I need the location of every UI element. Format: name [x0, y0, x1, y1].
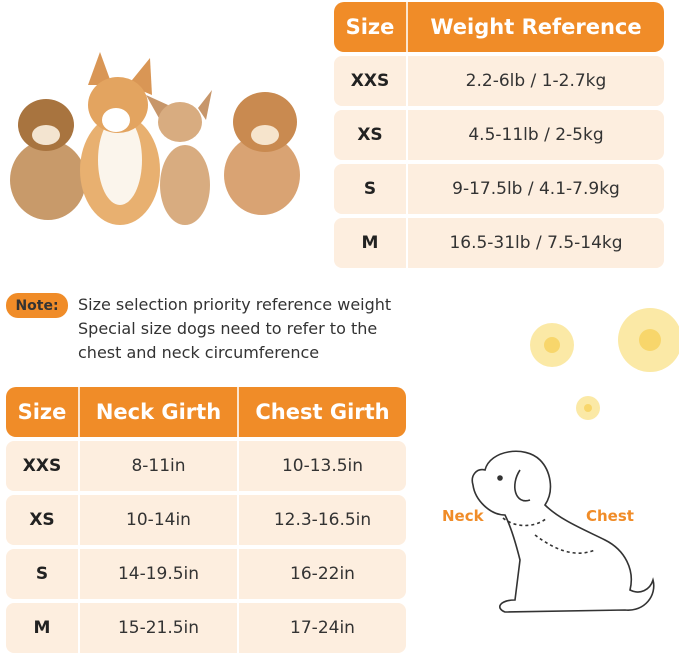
size-cell: XXS [334, 56, 408, 106]
flower-decoration [530, 308, 679, 420]
dog-poodle [224, 92, 300, 215]
size-cell: S [334, 164, 408, 214]
dog-puppy-1 [10, 99, 86, 220]
table-header: Size Neck Girth Chest Girth [6, 387, 406, 437]
header-neck: Neck Girth [80, 387, 239, 437]
note-line: chest and neck circumference [78, 343, 320, 362]
chest-label: Chest [586, 507, 634, 525]
size-cell: XS [6, 495, 80, 545]
table-row: XXS 8-11in 10-13.5in [6, 441, 406, 491]
dog-chihuahua [146, 90, 212, 225]
note-badge: Note: [6, 293, 68, 318]
dogs-photo [10, 52, 300, 225]
header-size: Size [334, 2, 408, 52]
table-row: M 16.5-31lb / 7.5-14kg [334, 218, 664, 268]
header-size: Size [6, 387, 80, 437]
table-row: S 9-17.5lb / 4.1-7.9kg [334, 164, 664, 214]
neck-cell: 10-14in [80, 495, 239, 545]
weight-cell: 4.5-11lb / 2-5kg [468, 125, 604, 145]
chest-cell: 12.3-16.5in [273, 510, 372, 530]
header-chest: Chest Girth [255, 400, 390, 424]
size-cell: M [6, 603, 80, 653]
table-header: Size Weight Reference [334, 2, 664, 52]
dog-outline-diagram [471, 450, 655, 613]
size-cell: XXS [6, 441, 80, 491]
neck-label: Neck [442, 507, 484, 525]
size-cell: M [334, 218, 408, 268]
neck-cell: 8-11in [80, 441, 239, 491]
size-cell: XS [334, 110, 408, 160]
neck-cell: 15-21.5in [80, 603, 239, 653]
table-row: S 14-19.5in 16-22in [6, 549, 406, 599]
table-row: M 15-21.5in 17-24in [6, 603, 406, 653]
weight-cell: 9-17.5lb / 4.1-7.9kg [452, 179, 620, 199]
chest-cell: 17-24in [290, 618, 355, 638]
note-line: Size selection priority reference weight [78, 295, 392, 314]
size-cell: S [6, 549, 80, 599]
header-weight: Weight Reference [430, 15, 642, 39]
table-row: XXS 2.2-6lb / 1-2.7kg [334, 56, 664, 106]
table-row: XS 4.5-11lb / 2-5kg [334, 110, 664, 160]
chest-cell: 10-13.5in [281, 456, 364, 476]
dog-corgi [80, 52, 160, 225]
table-row: XS 10-14in 12.3-16.5in [6, 495, 406, 545]
neck-cell: 14-19.5in [80, 549, 239, 599]
weight-cell: 2.2-6lb / 1-2.7kg [465, 71, 607, 91]
weight-cell: 16.5-31lb / 7.5-14kg [449, 233, 623, 253]
note-line: Special size dogs need to refer to the [78, 319, 378, 338]
chest-cell: 16-22in [290, 564, 355, 584]
